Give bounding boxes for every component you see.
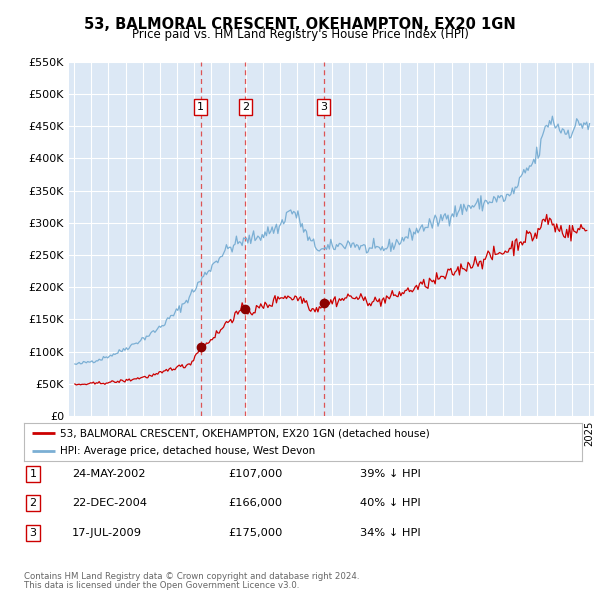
Text: 2: 2 [242, 102, 249, 112]
Text: 17-JUL-2009: 17-JUL-2009 [72, 528, 142, 537]
Text: This data is licensed under the Open Government Licence v3.0.: This data is licensed under the Open Gov… [24, 581, 299, 589]
Text: £107,000: £107,000 [228, 469, 283, 478]
Text: 53, BALMORAL CRESCENT, OKEHAMPTON, EX20 1GN (detached house): 53, BALMORAL CRESCENT, OKEHAMPTON, EX20 … [60, 428, 430, 438]
Text: 1: 1 [197, 102, 204, 112]
Text: 40% ↓ HPI: 40% ↓ HPI [360, 499, 421, 508]
Text: Contains HM Land Registry data © Crown copyright and database right 2024.: Contains HM Land Registry data © Crown c… [24, 572, 359, 581]
Text: 24-MAY-2002: 24-MAY-2002 [72, 469, 146, 478]
Text: 22-DEC-2004: 22-DEC-2004 [72, 499, 147, 508]
Text: HPI: Average price, detached house, West Devon: HPI: Average price, detached house, West… [60, 446, 316, 456]
Text: £175,000: £175,000 [228, 528, 283, 537]
Text: 1: 1 [29, 469, 37, 478]
Text: 3: 3 [320, 102, 327, 112]
Text: 3: 3 [29, 528, 37, 537]
Text: 53, BALMORAL CRESCENT, OKEHAMPTON, EX20 1GN: 53, BALMORAL CRESCENT, OKEHAMPTON, EX20 … [84, 17, 516, 31]
Text: 39% ↓ HPI: 39% ↓ HPI [360, 469, 421, 478]
Text: Price paid vs. HM Land Registry's House Price Index (HPI): Price paid vs. HM Land Registry's House … [131, 28, 469, 41]
Text: £166,000: £166,000 [228, 499, 282, 508]
Text: 34% ↓ HPI: 34% ↓ HPI [360, 528, 421, 537]
Text: 2: 2 [29, 499, 37, 508]
